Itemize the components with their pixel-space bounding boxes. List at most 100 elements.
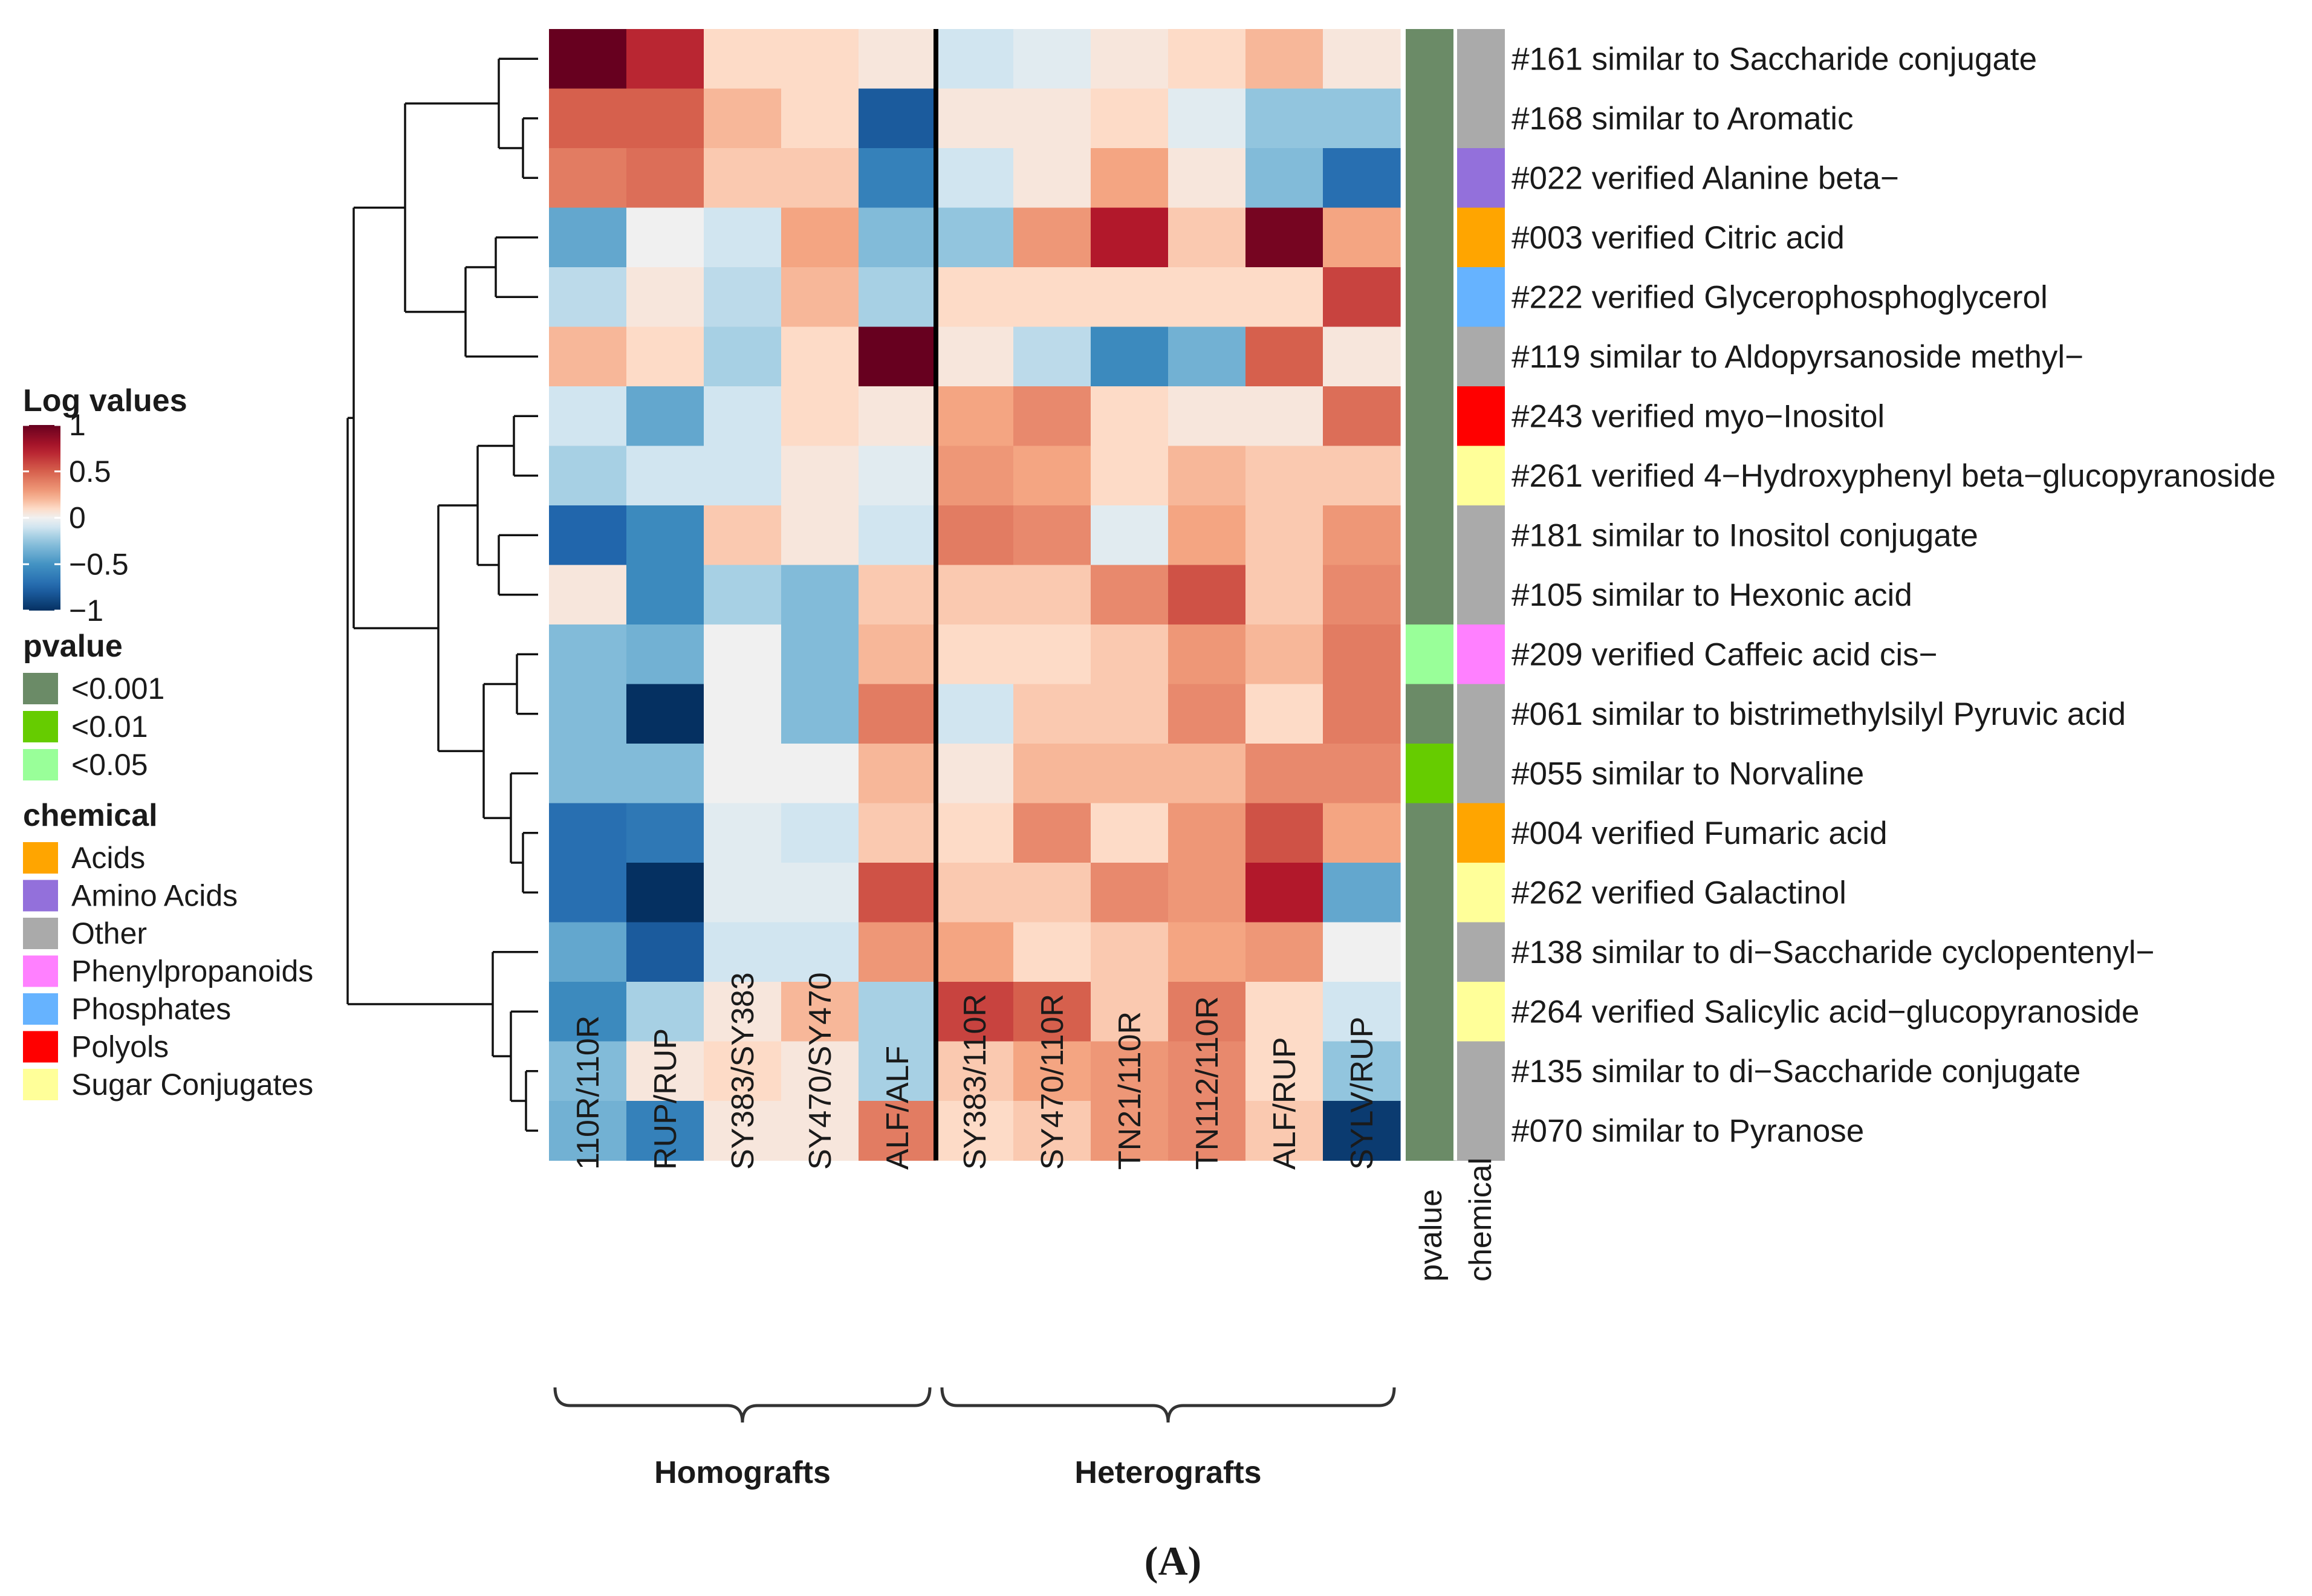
heatmap-cell xyxy=(626,803,704,863)
heatmap-cell xyxy=(1323,982,1401,1042)
heatmap-cell xyxy=(859,744,937,804)
heatmap-cell xyxy=(1323,88,1401,149)
heatmap-cell xyxy=(1245,863,1323,923)
column-labels: 110R/110R RUP/RUP SY383/SY383 SY470/SY470 AL… xyxy=(571,972,1380,1170)
chemical-cell xyxy=(1455,29,1505,89)
row-label: #055 similar to Norvaline xyxy=(1512,756,1864,791)
pvalue-legend-label: <0.05 xyxy=(71,748,148,782)
heatmap-cell xyxy=(781,326,859,387)
row-label: #209 verified Caffeic acid cis− xyxy=(1512,637,1938,672)
pvalue-cell xyxy=(1406,505,1455,566)
heatmap-cell xyxy=(781,922,859,982)
heatmap-cell xyxy=(936,744,1014,804)
heatmap-cell xyxy=(1245,29,1323,89)
column-label: SYLV/RUP xyxy=(1345,1017,1380,1170)
heatmap-cell xyxy=(1323,1101,1401,1161)
heatmap-cell xyxy=(1013,29,1091,89)
heatmap-cell xyxy=(549,88,627,149)
heatmap-cell xyxy=(549,1041,627,1101)
heatmap-cell xyxy=(1323,624,1401,685)
row-label: #262 verified Galactinol xyxy=(1512,875,1846,910)
heatmap-cell xyxy=(626,148,704,209)
heatmap-cell xyxy=(549,505,627,566)
heatmap-cell xyxy=(1245,922,1323,982)
heatmap-cell xyxy=(1091,863,1169,923)
chemical-cell xyxy=(1455,565,1505,625)
heatmap-cell xyxy=(1168,446,1246,506)
annotation-column-label: chemical xyxy=(1463,1158,1498,1282)
heatmap-cell xyxy=(936,1101,1014,1161)
heatmap-cell xyxy=(626,684,704,744)
heatmap-cell xyxy=(1091,922,1169,982)
chemical-cell xyxy=(1455,446,1505,506)
heatmap-cell xyxy=(1013,863,1091,923)
heatmap-cell xyxy=(781,744,859,804)
heatmap-cell xyxy=(1013,744,1091,804)
row-label: #181 similar to Inositol conjugate xyxy=(1512,517,1978,553)
heatmap-cell xyxy=(704,505,782,566)
pvalue-cell xyxy=(1406,624,1455,685)
heatmap-cell xyxy=(549,982,627,1042)
heatmap-cell xyxy=(1168,684,1246,744)
heatmap-cell xyxy=(781,207,859,268)
pvalue-cell xyxy=(1406,88,1455,149)
heatmap-cell xyxy=(859,1041,937,1101)
chemical-cell xyxy=(1455,1041,1505,1101)
heatmap-cell xyxy=(859,863,937,923)
heatmap-cell xyxy=(626,29,704,89)
row-label: #004 verified Fumaric acid xyxy=(1512,816,1888,851)
heatmap-cell xyxy=(549,1101,627,1161)
chemical-cell xyxy=(1455,326,1505,387)
heatmap-cell xyxy=(1013,565,1091,625)
heatmap-cell xyxy=(549,803,627,863)
row-label: #168 similar to Aromatic xyxy=(1512,101,1854,137)
heatmap-cell xyxy=(626,326,704,387)
heatmap-cell xyxy=(1091,684,1169,744)
heatmap-cell xyxy=(704,326,782,387)
heatmap-cell xyxy=(1168,624,1246,685)
heatmap-cell xyxy=(1245,446,1323,506)
heatmap-cell xyxy=(781,565,859,625)
heatmap-cell xyxy=(781,803,859,863)
heatmap-cell xyxy=(626,207,704,268)
column-label: RUP/RUP xyxy=(648,1028,683,1170)
chemical-legend-swatch xyxy=(23,918,58,949)
column-label: ALF/ALF xyxy=(880,1046,915,1170)
pvalue-cell xyxy=(1406,565,1455,625)
heatmap-cell xyxy=(1245,684,1323,744)
colorbar-tick-label: −0.5 xyxy=(69,547,129,581)
heatmap-cell xyxy=(549,207,627,268)
heatmap-cell xyxy=(1323,267,1401,328)
column-label: SY383/110R xyxy=(958,994,993,1170)
heatmap-cell xyxy=(781,982,859,1042)
chemical-cell xyxy=(1455,744,1505,804)
heatmap-cell xyxy=(1013,624,1091,685)
pvalue-cell xyxy=(1406,267,1455,328)
heatmap-cell xyxy=(859,803,937,863)
row-label: #061 similar to bistrimethylsilyl Pyruvi… xyxy=(1512,696,2126,732)
heatmap-cell xyxy=(626,1101,704,1161)
heatmap-cell xyxy=(1323,505,1401,566)
heatmap-cell xyxy=(936,922,1014,982)
heatmap-cell xyxy=(781,267,859,328)
heatmap-cell xyxy=(1245,386,1323,447)
heatmap-cell xyxy=(626,922,704,982)
chemical-legend-label: Phenylpropanoids xyxy=(71,955,313,988)
heatmap-cell xyxy=(704,863,782,923)
pvalue-legend-label: <0.01 xyxy=(71,710,148,744)
heatmap-cell xyxy=(1323,565,1401,625)
chemical-legend-swatch xyxy=(23,1069,58,1100)
heatmap-cell xyxy=(1091,744,1169,804)
heatmap-cell xyxy=(1245,267,1323,328)
heatmap-cell xyxy=(936,565,1014,625)
heatmap-cell xyxy=(1323,326,1401,387)
heatmap-cell xyxy=(549,684,627,744)
column-label: 110R/110R xyxy=(571,1016,606,1170)
chemical-legend-swatch xyxy=(23,880,58,912)
heatmap-cell xyxy=(1245,326,1323,387)
heatmap-cell xyxy=(936,624,1014,685)
heatmap-cell xyxy=(936,1041,1014,1101)
column-label: SY383/SY383 xyxy=(726,972,761,1170)
heatmap-cell xyxy=(781,1101,859,1161)
